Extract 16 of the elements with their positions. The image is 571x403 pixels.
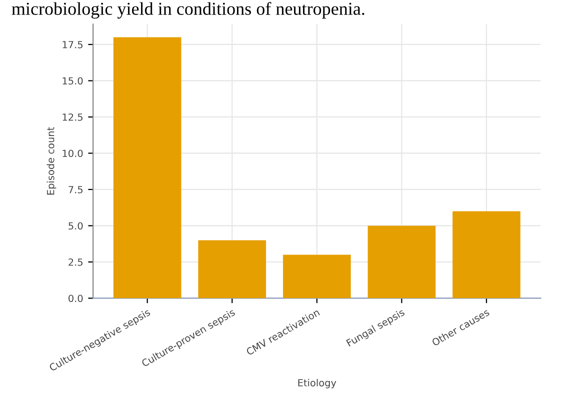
- x-axis-title: Etiology: [298, 378, 336, 388]
- y-tick-label: 17.5: [62, 41, 82, 48]
- y-axis-title: Episode count: [46, 127, 56, 195]
- y-tick-label: 2.5: [68, 258, 82, 266]
- y-tick-label: 5.0: [68, 222, 83, 230]
- bar: [198, 240, 266, 298]
- y-tick-label: 7.5: [68, 186, 82, 194]
- y-tick-label: 12.5: [62, 113, 82, 121]
- bar: [113, 37, 182, 298]
- y-tick-label: 10.0: [62, 150, 83, 158]
- y-tick-label: 15.0: [62, 77, 83, 85]
- bar: [368, 226, 436, 298]
- bar: [452, 211, 520, 298]
- bar: [282, 254, 351, 298]
- y-tick-label: 0.0: [68, 294, 83, 302]
- text: microbiologic yield in conditions of neutropenia.: [12, 2, 364, 19]
